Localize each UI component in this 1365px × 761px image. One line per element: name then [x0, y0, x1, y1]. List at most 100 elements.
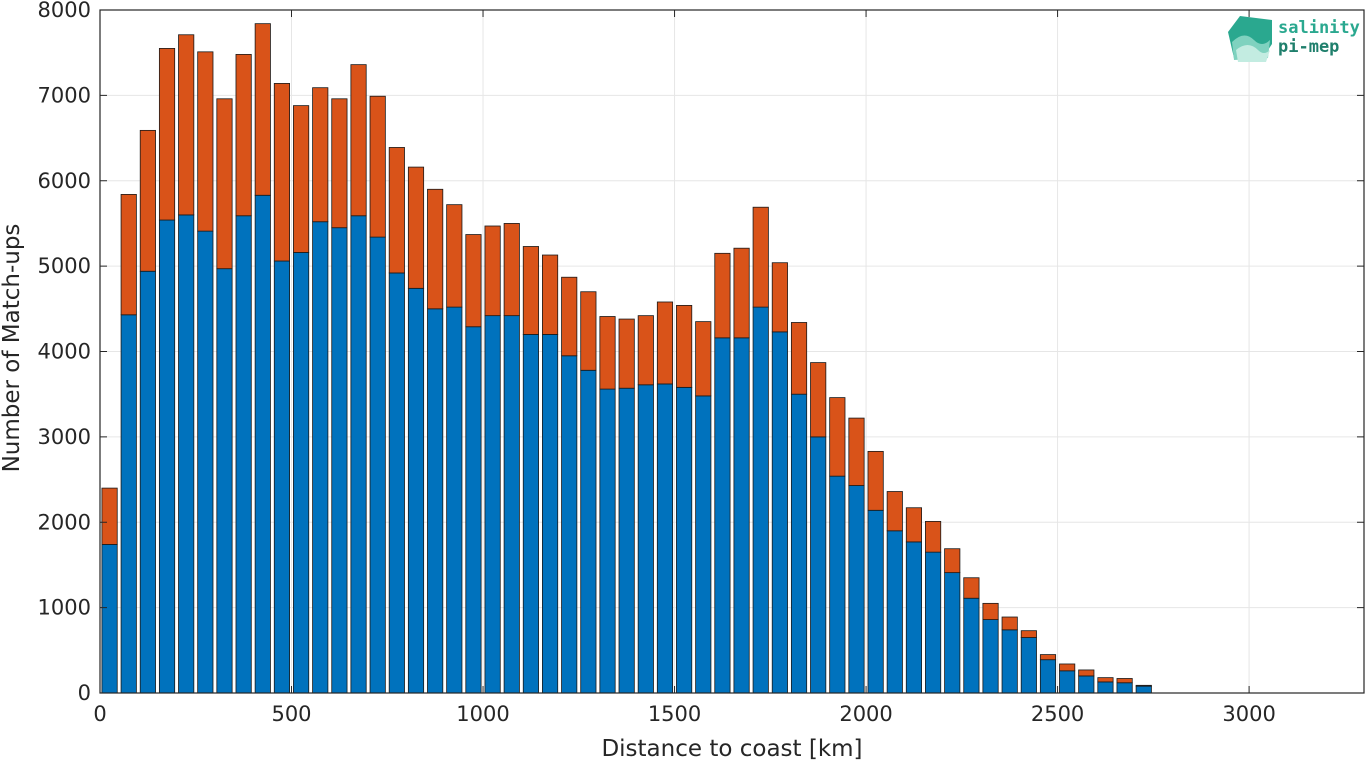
y-tick-label: 2000 [38, 510, 91, 534]
bar-series-2 [848, 417, 865, 486]
x-tick-label: 2500 [1031, 702, 1084, 726]
bar-series-2 [197, 51, 214, 232]
bar-series-2 [867, 450, 884, 511]
bar-series-1 [350, 215, 367, 694]
bar-series-2 [465, 234, 482, 328]
bar-series-2 [312, 87, 329, 223]
bar-series-2 [905, 507, 923, 543]
bar-series-2 [407, 166, 425, 289]
bar-series-1 [637, 384, 654, 694]
stacked-bars [101, 23, 1152, 694]
bar-series-1 [618, 387, 635, 694]
x-tick-label: 500 [271, 702, 311, 726]
x-tick-label: 2000 [839, 702, 892, 726]
bar-series-1 [158, 219, 176, 694]
bar-series-2 [771, 262, 788, 333]
bar-series-2 [369, 95, 386, 238]
bar-series-2 [618, 318, 635, 389]
bar-series-2 [331, 98, 348, 229]
bar-series-2 [1116, 678, 1133, 684]
bar-series-2 [178, 34, 195, 216]
bar-series-1 [580, 369, 597, 694]
bar-series-1 [369, 236, 386, 694]
bar-series-2 [790, 322, 808, 395]
x-axis-label: Distance to coast [km] [601, 736, 862, 761]
bar-series-2 [656, 301, 674, 385]
bar-series-1 [599, 388, 616, 694]
bar-series-2 [254, 23, 271, 196]
bar-series-2 [925, 520, 942, 553]
bar-series-2 [1097, 677, 1114, 683]
bar-series-1 [254, 194, 271, 694]
bar-series-1 [829, 475, 846, 694]
axis-ticks: 0 500 1000 1500 2000 2500 3000 0 1000 2000 3000 400… [38, 0, 1364, 726]
bar-series-2 [1039, 654, 1057, 661]
bar-series-2 [139, 129, 156, 272]
bar-series-2 [1001, 616, 1018, 631]
logo-salinity-text: salinity [1278, 18, 1360, 38]
y-tick-label: 7000 [38, 83, 91, 107]
y-tick-label: 4000 [38, 340, 91, 364]
bar-series-2 [293, 105, 310, 253]
x-tick-label: 1000 [456, 702, 509, 726]
y-tick-label: 3000 [38, 425, 91, 449]
bar-series-1 [867, 509, 884, 694]
bar-series-2 [350, 64, 367, 217]
bar-series-2 [484, 225, 501, 317]
bar-series-1 [197, 230, 214, 694]
bar-series-2 [503, 223, 520, 317]
bar-series-2 [216, 98, 233, 270]
bar-series-1 [695, 395, 712, 694]
logo-pimep-text: pi-mep [1278, 37, 1339, 57]
bar-series-1 [905, 541, 923, 694]
bar-series-1 [561, 355, 578, 694]
bar-series-1 [1059, 670, 1076, 694]
x-tick-label: 3000 [1222, 702, 1275, 726]
bar-series-1 [465, 326, 482, 694]
bar-series-2 [963, 577, 980, 599]
bar-series-1 [1020, 637, 1037, 694]
bar-series-1 [1001, 629, 1018, 694]
bar-series-1 [1078, 675, 1095, 694]
bar-series-1 [1039, 659, 1057, 694]
bar-series-2 [733, 247, 750, 339]
bar-series-1 [312, 221, 329, 694]
waves-icon [1228, 16, 1272, 62]
bar-series-1 [963, 597, 980, 694]
bar-series-1 [1116, 682, 1133, 694]
bar-series-2 [1059, 663, 1076, 672]
bar-series-2 [1135, 684, 1152, 687]
bar-series-1 [771, 331, 788, 694]
bar-series-1 [542, 334, 559, 694]
bar-series-2 [542, 254, 559, 335]
bar-series-1 [1135, 685, 1152, 694]
y-tick-label: 0 [78, 681, 91, 705]
bar-series-2 [120, 194, 137, 316]
bar-series-1 [407, 287, 425, 694]
bar-series-2 [829, 397, 846, 477]
bar-series-1 [790, 393, 808, 694]
bar-series-2 [427, 188, 444, 310]
bar-series-2 [446, 204, 463, 308]
bar-series-1 [982, 619, 999, 694]
bar-series-1 [925, 551, 942, 694]
bar-series-2 [752, 206, 769, 308]
bar-series-1 [714, 337, 731, 694]
bar-series-1 [120, 314, 137, 694]
bar-series-1 [178, 214, 195, 694]
bar-series-1 [139, 270, 156, 694]
bar-series-1 [101, 544, 118, 694]
bar-series-1 [216, 268, 233, 694]
bar-series-1 [1097, 681, 1114, 694]
bar-series-2 [273, 83, 290, 262]
bar-series-2 [695, 321, 712, 397]
bar-series-1 [331, 227, 348, 694]
bar-series-1 [656, 383, 674, 694]
bar-series-2 [388, 147, 405, 274]
y-axis-label: Number of Match-ups [0, 224, 25, 473]
bar-series-2 [522, 246, 539, 335]
bar-series-1 [676, 386, 693, 694]
grid-lines [99, 9, 1364, 694]
bar-series-2 [580, 291, 597, 371]
